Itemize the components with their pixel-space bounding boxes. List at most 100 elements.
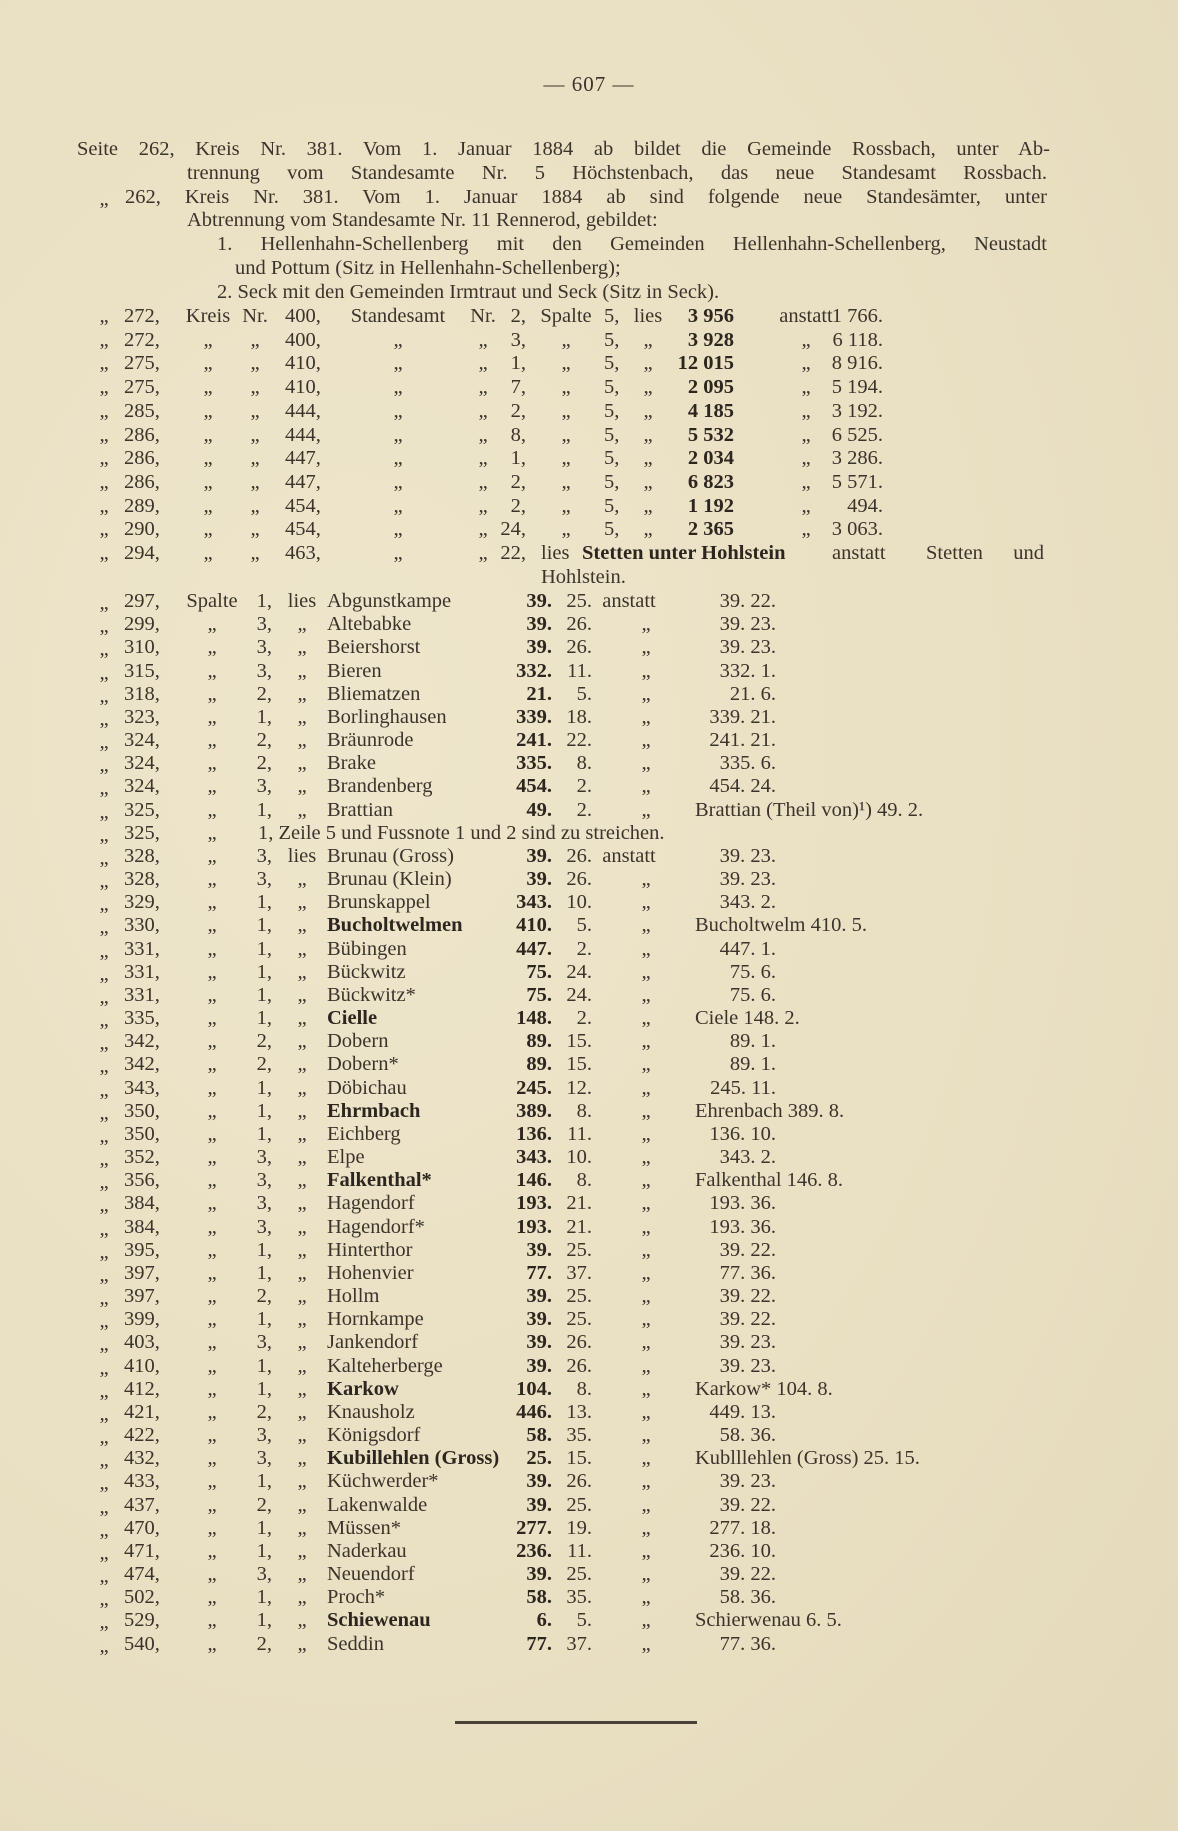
column-number: 3, (256, 868, 272, 891)
row-standesamt: „ (393, 328, 403, 351)
old-value: Schierwenau 6. 5. (695, 1609, 842, 1632)
ditto-mark: „ (99, 1032, 109, 1055)
spalte-label: „ (207, 1238, 217, 1261)
row-page: 272, (124, 305, 160, 327)
page-ref: 297, (124, 590, 160, 612)
old-value: 39. 22. (719, 1563, 776, 1586)
place-name: Brunskappel (327, 891, 431, 914)
lies-label: „ (297, 682, 307, 705)
anstatt-label: „ (641, 1493, 651, 1516)
row-lies: „ (643, 399, 653, 422)
row-nr: „ (250, 423, 260, 446)
page-ref: 397, (124, 1261, 160, 1284)
page-ref: 318, (124, 682, 160, 705)
page-ref: 529, (124, 1609, 160, 1632)
place-name: Bucholtwelmen (327, 914, 463, 937)
new-value-b: 12. (566, 1076, 592, 1099)
row-quote: „ (99, 494, 109, 517)
row-nr: „ (250, 542, 260, 564)
row-num: 400, (285, 305, 321, 327)
new-value-b: 26. (566, 636, 592, 659)
lies-label: „ (297, 891, 307, 914)
spalte-label: „ (207, 1447, 217, 1470)
column-number: 1, (256, 1377, 272, 1400)
column-number: 1, (256, 705, 272, 728)
row-quote: „ (99, 352, 109, 375)
new-value-b: 25. (566, 590, 592, 612)
row-anstatt: „ (801, 518, 811, 541)
spalte-label: „ (207, 844, 217, 867)
row-col: 5, (604, 376, 620, 399)
new-value-b: 5. (576, 1609, 592, 1632)
new-value-a: 39. (526, 1493, 552, 1516)
new-value-a: 339. (516, 705, 552, 728)
lies-label: „ (297, 1146, 307, 1169)
page-ref: 412, (124, 1377, 160, 1400)
row-standesamt: „ (393, 542, 403, 564)
old-value: 39. 22. (719, 590, 776, 612)
page-ref: 433, (124, 1470, 160, 1493)
old-value: 449. 13. (709, 1400, 776, 1423)
anstatt-label: „ (641, 1215, 651, 1238)
old-value: 339. 21. (709, 705, 776, 728)
row-nr2: „ (478, 447, 488, 470)
row-nr: „ (250, 494, 260, 517)
row-standesamt: Standesamt (350, 305, 446, 327)
anstatt-label: „ (641, 1238, 651, 1261)
ditto-mark: „ (99, 661, 109, 684)
row-nr: „ (250, 352, 260, 375)
new-value-b: 10. (566, 891, 592, 914)
ditto-mark: „ (99, 1565, 109, 1588)
spalte-label: „ (207, 868, 217, 891)
old-value: 193. 36. (709, 1192, 776, 1215)
new-value-a: 104. (516, 1377, 552, 1400)
spalte-label: „ (207, 821, 217, 844)
ditto-mark: „ (99, 731, 109, 754)
anstatt-label: „ (641, 636, 651, 659)
spalte-label: „ (207, 1308, 217, 1331)
place-name: Hollm (327, 1285, 380, 1308)
row-num: 454, (285, 494, 321, 517)
old-value: 39. 23. (719, 613, 776, 636)
new-value-b: 11. (567, 1122, 592, 1145)
row-quote: „ (99, 470, 109, 493)
page-ref: 331, (124, 960, 160, 983)
row-old: 494. (847, 494, 883, 517)
new-value-a: 6. (536, 1609, 552, 1632)
page-ref: 352, (124, 1146, 160, 1169)
spalte-label: „ (207, 1354, 217, 1377)
row-spalte: „ (561, 376, 571, 399)
lies-label: „ (297, 729, 307, 752)
new-value-b: 24. (566, 983, 592, 1006)
row-anstatt: „ (801, 328, 811, 351)
anstatt-label: „ (641, 1169, 651, 1192)
old-value: Ciele 148. 2. (695, 1007, 800, 1030)
anstatt-label: „ (641, 1609, 651, 1632)
lies-label: „ (297, 1447, 307, 1470)
old-value: 245. 11. (710, 1076, 776, 1099)
anstatt-label: „ (641, 1053, 651, 1076)
anstatt-label: „ (641, 868, 651, 891)
lies-label: „ (297, 705, 307, 728)
spalte-label: „ (207, 1169, 217, 1192)
row-page: 286, (124, 470, 160, 493)
ditto-mark: „ (99, 1449, 109, 1472)
old-value: 21. 6. (729, 682, 776, 705)
ditto-mark: „ (99, 1055, 109, 1078)
row-col: 5, (604, 399, 620, 422)
lies-label: „ (297, 1539, 307, 1562)
column-number: 3, (256, 1146, 272, 1169)
column-number: 2, (256, 1632, 272, 1655)
new-value-a: 25. (526, 1447, 552, 1470)
old-value: Bucholtwelm 410. 5. (695, 914, 867, 937)
row-old: 8 916. (831, 352, 883, 375)
page-ref: 325, (124, 821, 160, 844)
lies-label: „ (297, 1400, 307, 1423)
row-kreis: „ (203, 352, 213, 375)
row-spalte: „ (561, 328, 571, 351)
lies-label: „ (297, 636, 307, 659)
place-name: Eichberg (327, 1122, 401, 1145)
anstatt-label: „ (641, 613, 651, 636)
page-ref: 323, (124, 705, 160, 728)
old-value: 39. 23. (719, 1331, 776, 1354)
